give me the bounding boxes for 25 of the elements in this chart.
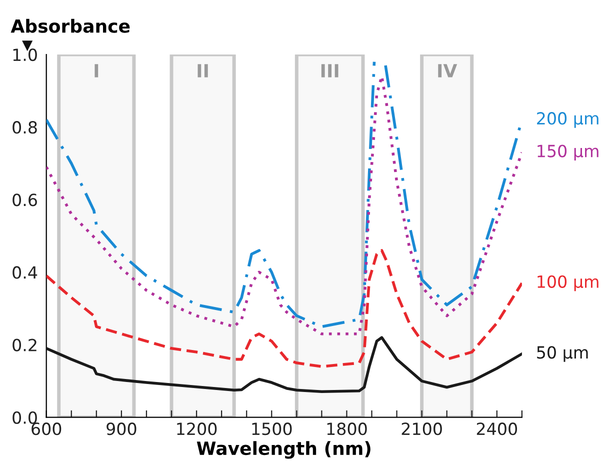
x-tick-label: 2400 xyxy=(476,422,518,436)
line-series xyxy=(46,336,522,393)
y-tick-label: 0.0 xyxy=(12,411,37,424)
y-tick-label: 0.4 xyxy=(12,266,38,279)
x-tick-label: 1800 xyxy=(327,422,367,436)
y-tick-label: 0.8 xyxy=(12,121,37,134)
x-tick-label: 900 xyxy=(106,422,136,436)
x-tick-label: 1500 xyxy=(252,422,292,436)
y-tick-label: 0.6 xyxy=(12,194,37,206)
y-tick-label: 1.0 xyxy=(13,48,37,62)
band-label: III xyxy=(321,64,338,78)
band-label: II xyxy=(198,64,208,78)
x-tick-label: 2100 xyxy=(402,422,442,436)
y-axis-title: Absorbance xyxy=(10,18,130,33)
series-label: 50 µm xyxy=(537,346,588,362)
series-label: 150 µm xyxy=(538,144,598,161)
y-tick-label: 0.2 xyxy=(12,338,36,352)
x-axis-title: Wavelength (nm) xyxy=(196,441,370,459)
line-series xyxy=(46,249,522,368)
series-label: 200 µm xyxy=(537,112,598,128)
band-label: IV xyxy=(438,64,458,78)
series-label: 100 µm xyxy=(538,275,598,292)
x-tick-label: 1200 xyxy=(177,422,217,436)
band-label: I xyxy=(94,64,98,78)
x-tick-label: 600 xyxy=(32,422,62,436)
